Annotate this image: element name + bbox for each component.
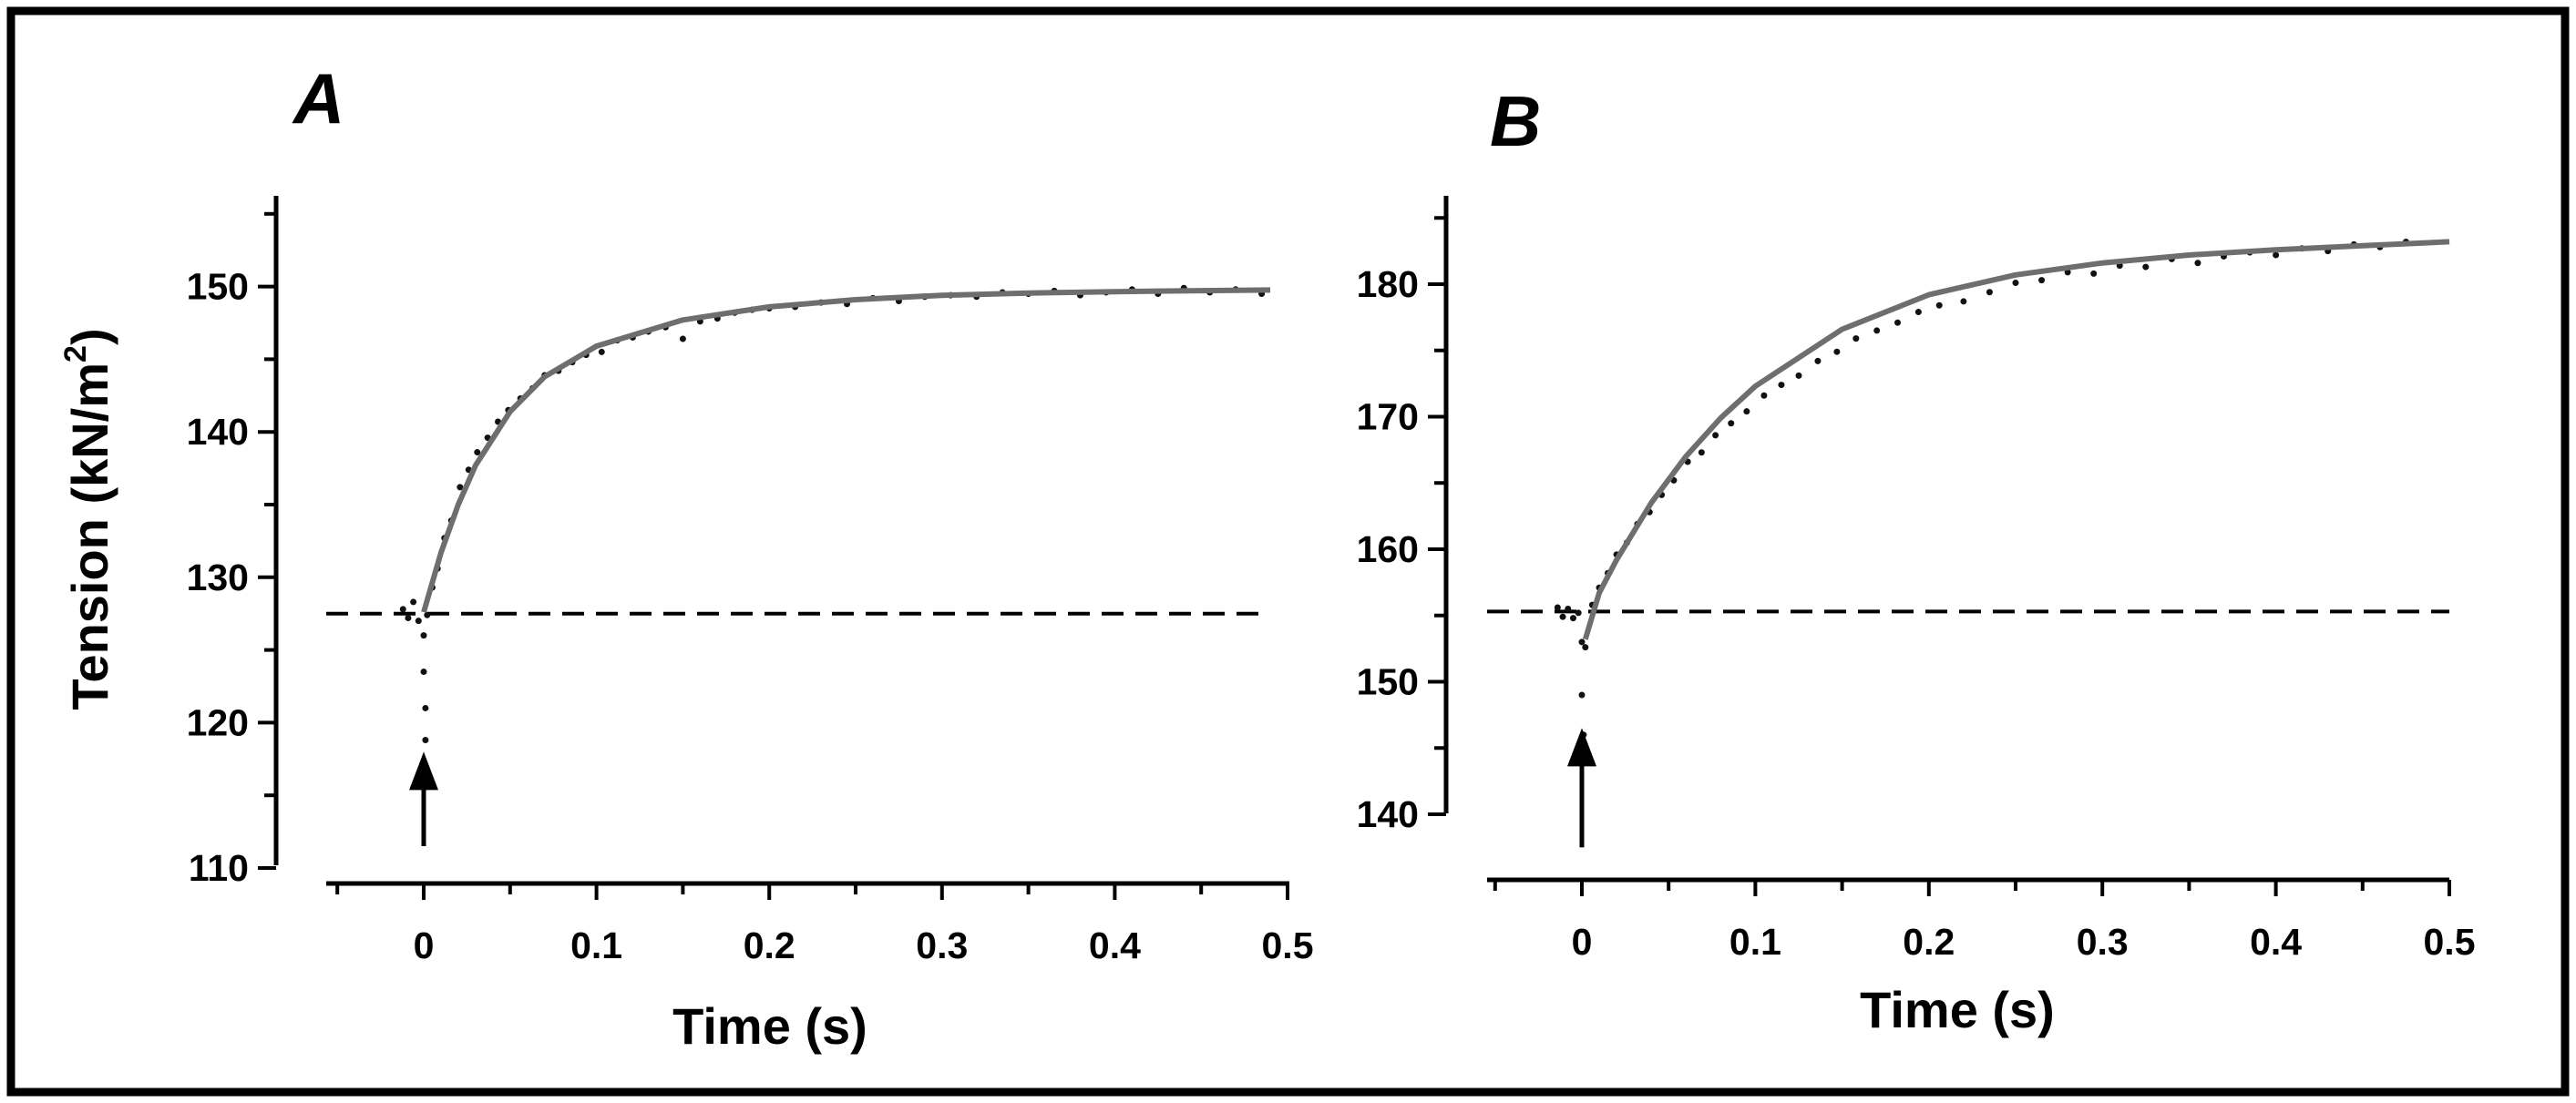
panel-a-data-point [422, 737, 429, 744]
panel-b-data-point [2090, 270, 2098, 277]
panel-a-x-tick-label: 0.2 [744, 924, 795, 966]
panel-a-data-point [410, 598, 417, 606]
panel-b-x-axis-title: Time (s) [1860, 981, 2055, 1038]
panel-b-data-point [1554, 604, 1561, 611]
panel-a-y-axis-title: Tension (kN/m2) [58, 328, 118, 710]
panel-b-data-point [1698, 449, 1705, 456]
panel-b-plot: 140 150 160 170 180 0 0.1 0.2 0.3 0.4 0.5 [1357, 196, 2476, 963]
panel-b-data-point [2194, 260, 2201, 267]
panel-a-y-tick-label: 120 [187, 701, 249, 743]
panel-b-data-point [2038, 277, 2046, 284]
panel-a-y-tick-label: 130 [187, 557, 249, 598]
panel-b-x-tick-label: 0.5 [2424, 921, 2476, 963]
panel-b-data-point [1582, 644, 1589, 651]
panel-b-data-point [1914, 309, 1922, 316]
panel-a-data-point [420, 669, 427, 676]
panel-a-data-point [399, 606, 406, 613]
panel-b-x-tick-label: 0 [1572, 921, 1593, 963]
panel-b-data-point [2142, 263, 2150, 271]
panel-b-data-point [1575, 609, 1582, 617]
panel-b-data-point [1578, 691, 1586, 699]
panel-a-x-tick-label: 0.4 [1089, 924, 1141, 966]
panel-a-data-point [679, 335, 686, 342]
panel-b: B Time (s) 140 150 160 170 180 0 0.1 0.2 0.3 0.4 0… [1357, 81, 2476, 1038]
figure-border [6, 6, 2570, 1097]
panel-b-data-point [1712, 432, 1719, 439]
panel-b-data-point [1795, 372, 1802, 379]
panel-b-x-tick-label: 0.3 [2077, 921, 2129, 963]
panel-b-data-point [1894, 319, 1902, 326]
panel-a-y-tick-label: 150 [187, 266, 249, 308]
panel-b-x-tick-label: 0.1 [1729, 921, 1781, 963]
panel-b-data-point [2012, 280, 2019, 287]
panel-a-data-point [405, 614, 412, 621]
panel-b-data-point [1569, 615, 1576, 622]
panel-a-y-axis-title-suffix: ) [61, 328, 118, 345]
panel-a-data-point [457, 484, 464, 491]
panel-b-x-tick-label: 0.2 [1903, 921, 1955, 963]
panel-a-x-tick-label: 0 [414, 924, 435, 966]
panel-b-data-point [1960, 298, 1967, 305]
panel-a-data-point [474, 449, 481, 456]
panel-a-data-point [422, 704, 429, 711]
panel-a-fit-curve [421, 287, 1271, 613]
panel-b-data-point [1760, 392, 1768, 399]
panel-b-data-point [1778, 382, 1785, 389]
panel-a-x-tick-label: 0.5 [1262, 924, 1314, 966]
panel-a-y-axis-title-superscript: 2 [58, 345, 93, 363]
panel-a-x-tick-label: 0.1 [570, 924, 622, 966]
panel-a: A Tension (kN/m2) Time (s) 1101201301401… [58, 58, 1314, 1055]
panel-b-data-point [1559, 613, 1566, 620]
panel-a-data-point [415, 618, 422, 625]
panel-b-data-point [2273, 251, 2280, 259]
panel-b-label: B [1490, 81, 1541, 161]
panel-b-y-tick-label: 140 [1357, 793, 1419, 835]
panel-b-y-tick-label: 150 [1357, 661, 1419, 703]
panel-b-data-point [1873, 327, 1881, 334]
panel-b-data-point [1728, 420, 1735, 427]
panel-a-y-tick-label: 140 [187, 411, 249, 453]
panel-b-data-point [1578, 638, 1586, 646]
panel-a-x-tick-label: 0.3 [916, 924, 968, 966]
panel-a-y-axis-title-text: Tension (kN/m [61, 363, 118, 710]
panel-b-data-point [1986, 289, 1993, 296]
svg-text:Tension (kN/m2): Tension (kN/m2) [58, 328, 118, 710]
panel-a-data-point [424, 611, 431, 618]
panel-b-y-tick-label: 170 [1357, 396, 1419, 438]
panel-a-stimulus-arrow-head [409, 751, 438, 791]
panel-b-y-tick-label: 160 [1357, 528, 1419, 570]
panel-a-data-point [598, 348, 605, 355]
panel-a-plot: 110 120 130 140 150 0 0.1 0.2 0.3 0.4 0.5 [187, 196, 1314, 966]
panel-b-stimulus-arrow-head [1567, 728, 1596, 767]
panel-a-data-point [420, 632, 427, 639]
panel-a-x-axis-title: Time (s) [672, 997, 867, 1055]
panel-b-data-point [1833, 348, 1841, 355]
panel-b-y-tick-label: 180 [1357, 263, 1419, 305]
panel-b-data-point [1814, 357, 1822, 364]
panel-b-x-tick-label: 0.4 [2250, 921, 2302, 963]
panel-a-y-tick-label: 110 [189, 847, 249, 889]
panel-b-data-point [1935, 301, 1943, 309]
panel-a-label: A [292, 58, 344, 138]
panel-b-fit-curve [1582, 239, 2450, 640]
panel-b-data-point [1743, 408, 1750, 415]
panel-b-data-point [1852, 335, 1860, 342]
panel-b-data-point [1565, 605, 1572, 612]
